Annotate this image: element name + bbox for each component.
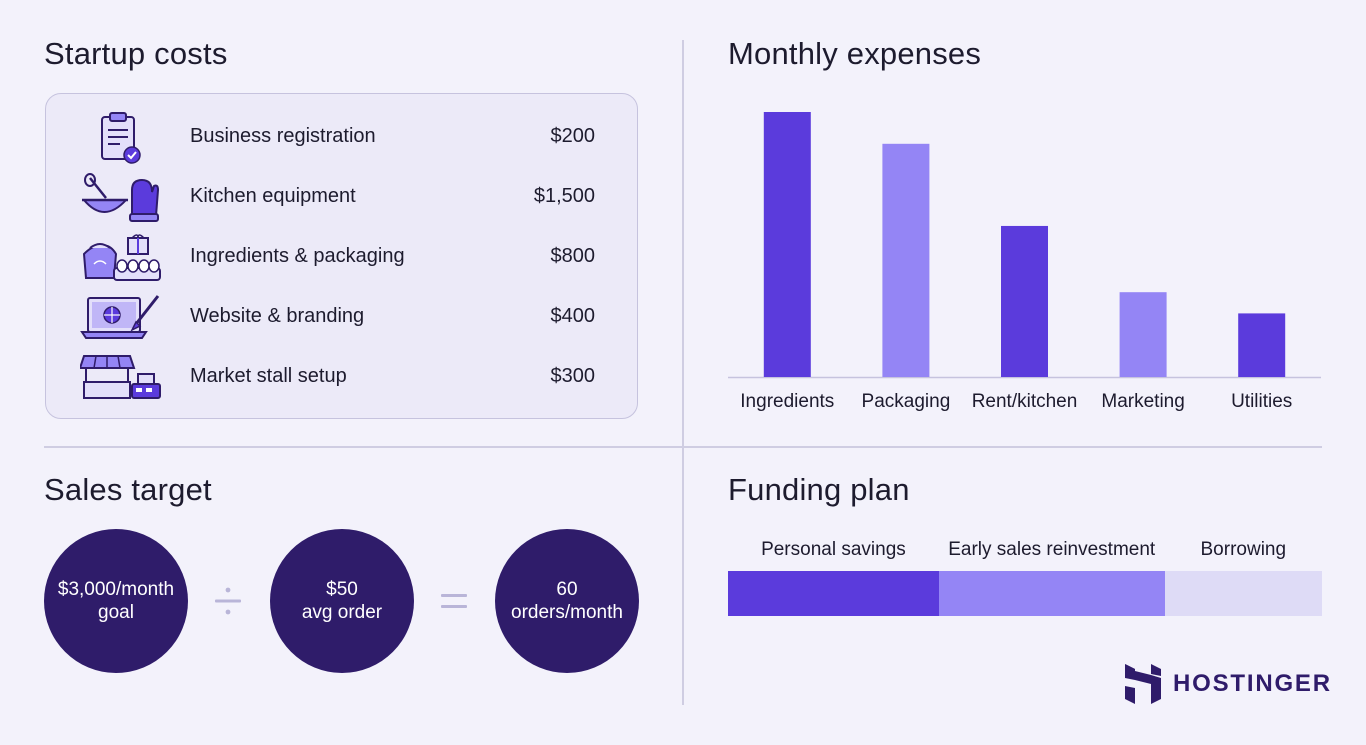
cost-label: Business registration <box>190 125 376 147</box>
cost-row-kitchen-equipment: Kitchen equipment $1,500 <box>46 168 637 228</box>
cost-value: $300 <box>550 365 596 387</box>
monthly-expenses-bar-chart: Ingredients Packaging Rent/kitchen Marketin… <box>728 112 1321 412</box>
funding-segment-personal-savings <box>728 571 939 616</box>
cost-value: $1,500 <box>533 185 595 207</box>
horizontal-divider <box>44 446 1322 448</box>
cost-label: Website & branding <box>190 305 365 327</box>
avg-order-caption: avg order <box>301 602 383 623</box>
monthly-expenses-title: Monthly expenses <box>728 36 982 71</box>
x-tick-label: Packaging <box>862 391 951 412</box>
bar-packaging <box>882 143 930 377</box>
bar-marketing <box>1119 292 1167 377</box>
startup-costs-card: Business registration $200 Kitchen equip… <box>45 93 638 419</box>
bar-rent-kitchen <box>1001 225 1048 377</box>
brand-name: HOSTINGER <box>1173 670 1332 697</box>
funding-label-early-sales-reinvestment: Early sales reinvestment <box>948 539 1156 560</box>
cost-label: Ingredients & packaging <box>190 245 405 267</box>
startup-costs-title: Startup costs <box>44 36 228 71</box>
funding-plan-title: Funding plan <box>728 472 910 507</box>
x-tick-label: Ingredients <box>740 391 834 412</box>
cost-row-website-branding: Website & branding $400 <box>46 288 637 348</box>
clipboard-check-icon <box>101 112 141 164</box>
divide-icon <box>215 587 241 615</box>
sales-target-title: Sales target <box>44 472 212 507</box>
laptop-brush-icon <box>80 295 160 339</box>
vertical-divider <box>682 40 684 705</box>
cost-label: Kitchen equipment <box>190 185 356 207</box>
cost-value: $200 <box>550 125 596 147</box>
funding-segment-early-sales-reinvestment <box>938 571 1165 616</box>
goal-amount: $3,000/month <box>57 579 175 600</box>
funding-label-borrowing: Borrowing <box>1200 539 1287 560</box>
goal-circle: $3,000/month goal <box>44 529 188 673</box>
cost-label: Market stall setup <box>190 365 347 387</box>
x-tick-label: Utilities <box>1231 391 1292 412</box>
funding-label-personal-savings: Personal savings <box>761 539 906 560</box>
avg-order-circle: $50 avg order <box>270 529 414 673</box>
result-caption: orders/month <box>511 602 623 623</box>
funding-segment-borrowing <box>1164 571 1322 616</box>
bar-ingredients <box>763 112 811 377</box>
cost-row-market-stall-setup: Market stall setup $300 <box>46 348 637 408</box>
hostinger-logo-icon <box>1125 664 1161 704</box>
cost-value: $800 <box>550 245 596 267</box>
hostinger-logo: HOSTINGER <box>1125 664 1332 704</box>
x-tick-label: Marketing <box>1101 391 1184 412</box>
x-tick-label: Rent/kitchen <box>972 391 1078 412</box>
result-amount: 60 <box>556 579 578 600</box>
cost-value: $400 <box>550 305 596 327</box>
market-stall-register-icon <box>80 355 161 399</box>
goal-caption: goal <box>98 602 134 623</box>
funding-stacked-bar <box>728 571 1322 616</box>
cost-row-business-registration: Business registration $200 <box>46 108 637 168</box>
mixing-bowl-mitt-icon <box>81 173 160 222</box>
avg-order-amount: $50 <box>326 579 358 600</box>
bar-utilities <box>1238 313 1286 377</box>
cost-row-ingredients-packaging: Ingredients & packaging $800 <box>46 228 637 288</box>
flour-eggs-gift-icon <box>82 234 161 281</box>
result-circle: 60 orders/month <box>495 529 639 673</box>
equals-icon <box>441 594 467 608</box>
